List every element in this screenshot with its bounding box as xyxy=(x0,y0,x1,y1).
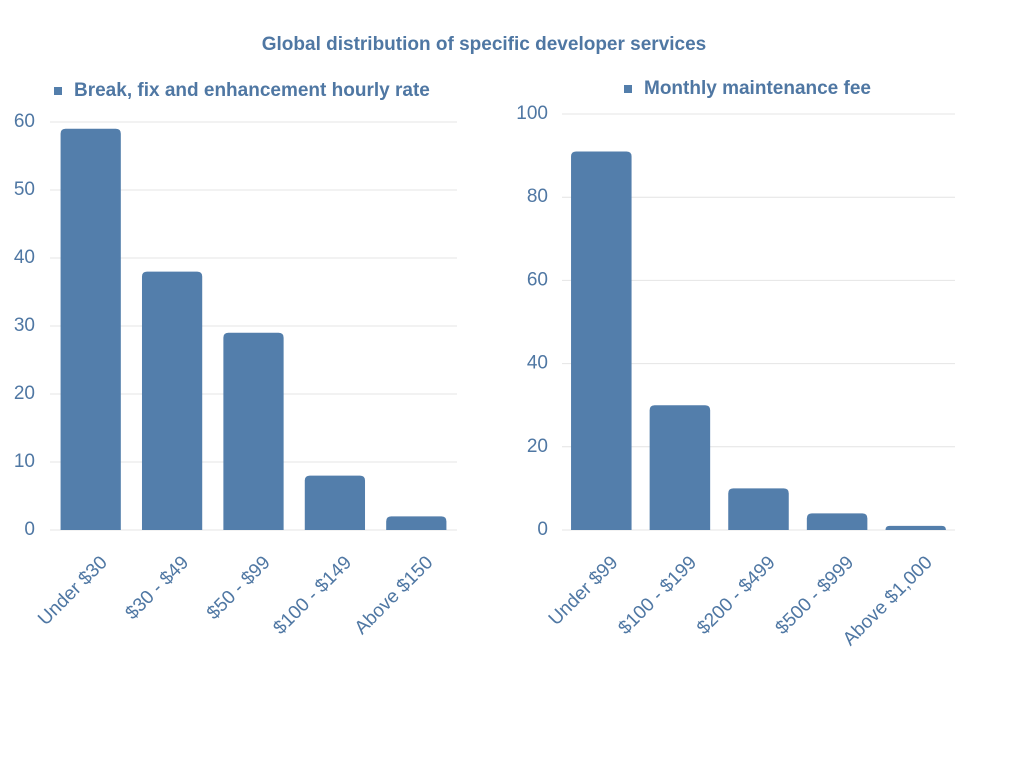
bar xyxy=(885,525,946,530)
y-tick-label: 40 xyxy=(14,247,35,268)
x-tick-label: $100 - $149 xyxy=(269,552,356,639)
x-tick-label: $50 - $99 xyxy=(203,552,275,624)
x-tick-label: Above $150 xyxy=(351,552,438,639)
y-tick-label: 40 xyxy=(527,353,548,374)
bar xyxy=(60,128,121,531)
legend-marker xyxy=(624,85,632,93)
legend-marker xyxy=(54,87,62,95)
y-tick-label: 60 xyxy=(527,269,548,290)
y-tick-label: 0 xyxy=(24,519,35,540)
legend-label: Monthly maintenance fee xyxy=(644,78,871,99)
y-tick-label: 10 xyxy=(14,451,35,472)
x-tick-label: $30 - $49 xyxy=(122,552,194,624)
y-tick-label: 20 xyxy=(14,383,35,404)
bar xyxy=(223,332,284,530)
bar xyxy=(386,516,447,530)
y-tick-label: 0 xyxy=(537,519,548,540)
x-tick-label: $500 - $999 xyxy=(772,552,859,639)
bar xyxy=(806,513,868,530)
y-tick-label: 20 xyxy=(527,436,548,457)
bar xyxy=(304,475,366,530)
x-tick-label: Under $30 xyxy=(34,552,112,630)
bar xyxy=(571,151,632,530)
y-tick-label: 50 xyxy=(14,179,35,200)
bar xyxy=(649,405,711,530)
bar xyxy=(728,488,789,530)
y-tick-label: 100 xyxy=(516,103,548,124)
page-title: Global distribution of specific develope… xyxy=(262,34,707,55)
y-tick-label: 80 xyxy=(527,186,548,207)
legend-label: Break, fix and enhancement hourly rate xyxy=(74,80,430,101)
y-tick-label: 30 xyxy=(14,315,35,336)
x-tick-label: $200 - $499 xyxy=(693,552,780,639)
x-tick-label: $100 - $199 xyxy=(614,552,701,639)
y-tick-label: 60 xyxy=(14,111,35,132)
bar xyxy=(141,271,203,530)
x-tick-label: Under $99 xyxy=(545,552,623,630)
